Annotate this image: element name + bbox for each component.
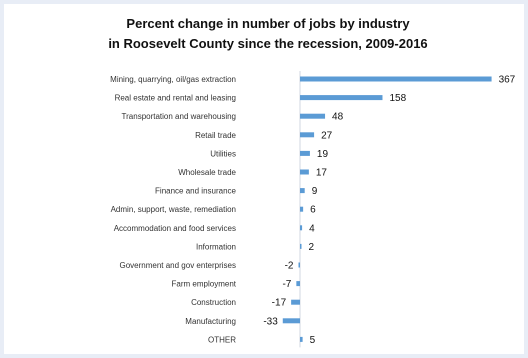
chart-subtitle: in Roosevelt County since the recession,… [108,36,428,51]
bar [300,188,305,194]
data-label: 2 [309,242,315,253]
data-label: 27 [321,130,333,141]
category-label: Retail trade [195,131,236,140]
category-label: Information [196,242,236,251]
category-label: Wholesale trade [178,168,236,177]
chart-title-block: Percent change in number of jobs by indu… [4,14,528,54]
bar [300,206,304,212]
category-label: Real estate and rental and leasing [115,94,236,103]
category-label: Mining, quarrying, oil/gas extraction [110,75,236,84]
data-label: 6 [310,205,316,216]
category-label: OTHER [208,335,236,344]
plot-area: Mining, quarrying, oil/gas extraction 367… [110,71,516,348]
bar [300,76,492,82]
category-label: Transportation and warehousing [122,112,236,121]
category-label: Finance and insurance [155,187,236,196]
bar [298,262,300,268]
bar [282,318,300,324]
data-label: 19 [317,149,329,160]
bar [300,113,326,119]
data-label: 9 [312,186,318,197]
category-label: Construction [191,298,236,307]
category-label: Farm employment [172,280,237,289]
data-label: 48 [332,112,344,123]
bar [300,169,309,175]
data-label: 158 [389,93,406,104]
bar [296,281,300,287]
bar [300,225,303,231]
chart-title: Percent change in number of jobs by indu… [126,16,410,31]
category-label: Admin, support, waste, remediation [111,205,236,214]
category-label: Manufacturing [185,317,236,326]
bar [291,299,300,305]
category-label: Utilities [210,149,236,158]
category-label: Accommodation and food services [114,224,236,233]
bar [300,243,302,249]
bar [300,132,315,138]
bar [300,150,310,156]
data-label: 17 [316,168,328,179]
data-label: 5 [310,335,316,346]
data-label: -33 [263,316,278,327]
data-label: -2 [285,261,294,272]
bar [300,336,303,342]
data-label: 4 [309,223,315,234]
data-label: -17 [272,298,287,309]
bar [300,95,383,101]
data-label: -7 [282,279,291,290]
category-label: Government and gov enterprises [119,261,236,270]
data-label: 367 [499,75,516,86]
